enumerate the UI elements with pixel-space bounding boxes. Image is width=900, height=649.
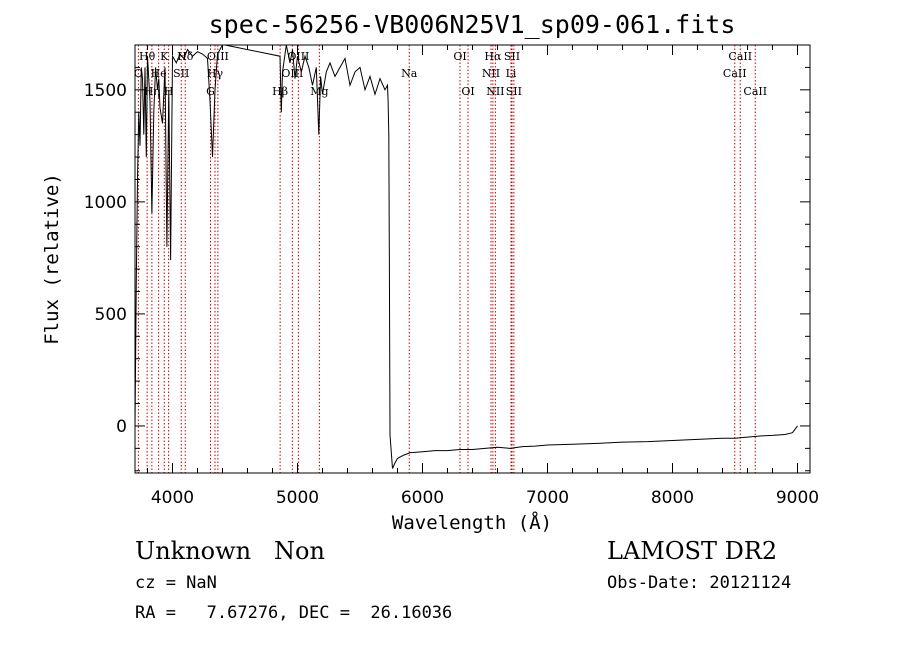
x-tick-label: 6000 [401,488,444,508]
line-label: OI [453,50,466,63]
line-label: CaII [728,50,752,63]
y-tick-label: 500 [95,305,127,325]
y-axis-label: Flux (relative) [41,173,63,345]
line-label: OI [461,85,474,98]
y-tick-label: 1500 [84,81,127,101]
plot-frame [134,44,811,474]
line-label: NII [482,67,500,80]
line-label: NII [486,85,504,98]
x-tick-label: 7000 [526,488,569,508]
line-label: Hη [144,85,160,98]
line-label: O [134,67,143,80]
y-tick-label: 0 [116,417,127,437]
line-label: OIII [281,67,303,80]
line-label: SII [504,50,520,63]
object-class-label: Unknown Non [135,537,325,565]
line-label: Na [401,67,418,80]
plot-area [134,44,798,469]
axis-ticks: 4000 5000 6000 7000 8000 9000 0 500 1000 1500 [84,45,819,508]
line-label: Hβ [272,85,288,98]
line-label: Hδ [177,50,194,63]
x-tick-label: 8000 [651,488,694,508]
spectrum-line [134,44,798,469]
x-tick-label: 5000 [276,488,319,508]
survey-label: LAMOST DR2 [607,537,778,565]
line-label: He [151,67,167,80]
obs-date-label: Obs-Date: 20121124 [607,573,792,593]
line-label: CaII [743,85,767,98]
chart-title: spec-56256-VB006N25V1_sp09-061.fits [209,10,736,39]
line-label: Hγ [207,67,224,80]
line-label: K [160,50,169,63]
x-tick-label: 4000 [151,488,194,508]
line-label: Li [506,67,517,80]
line-label: Mg [310,85,328,98]
line-label: CaII [723,67,747,80]
y-tick-label: 1000 [84,193,127,213]
line-label: SII [506,85,522,98]
line-label: OIII [207,50,229,63]
line-label: Hα [484,50,502,63]
cz-label: cz = NaN [135,573,217,593]
x-tick-label: 9000 [776,488,819,508]
ra-dec-label: RA = 7.67276, DEC = 26.16036 [135,603,453,623]
line-label: SII [173,67,189,80]
line-markers-layer [137,45,756,473]
x-axis-label: Wavelength (Å) [392,511,552,534]
line-label: G [206,85,215,98]
